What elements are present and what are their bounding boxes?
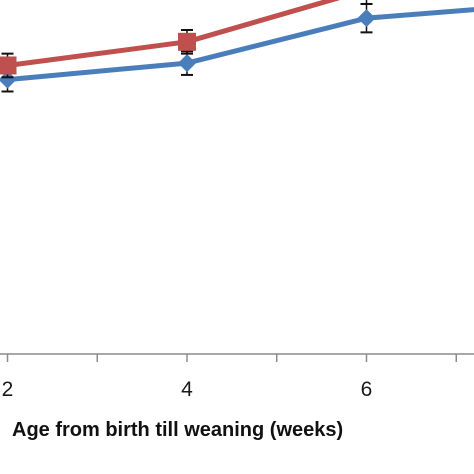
data-point bbox=[357, 9, 376, 28]
series-1 bbox=[0, 2, 474, 93]
x-tick-label: 2 bbox=[2, 378, 14, 401]
x-axis-ticks: 2 4 6 bbox=[2, 354, 457, 401]
series-line bbox=[7, 0, 341, 68]
x-tick-label: 4 bbox=[181, 378, 193, 401]
x-axis-title: Age from birth till weaning (weeks) bbox=[12, 419, 343, 441]
series-line bbox=[7, 7, 474, 83]
plot-area bbox=[0, 0, 474, 93]
series-2 bbox=[0, 0, 373, 79]
x-tick-label: 6 bbox=[361, 378, 373, 401]
data-point bbox=[178, 54, 196, 73]
data-point bbox=[0, 56, 17, 75]
data-point bbox=[178, 32, 196, 51]
data-point bbox=[0, 70, 17, 89]
